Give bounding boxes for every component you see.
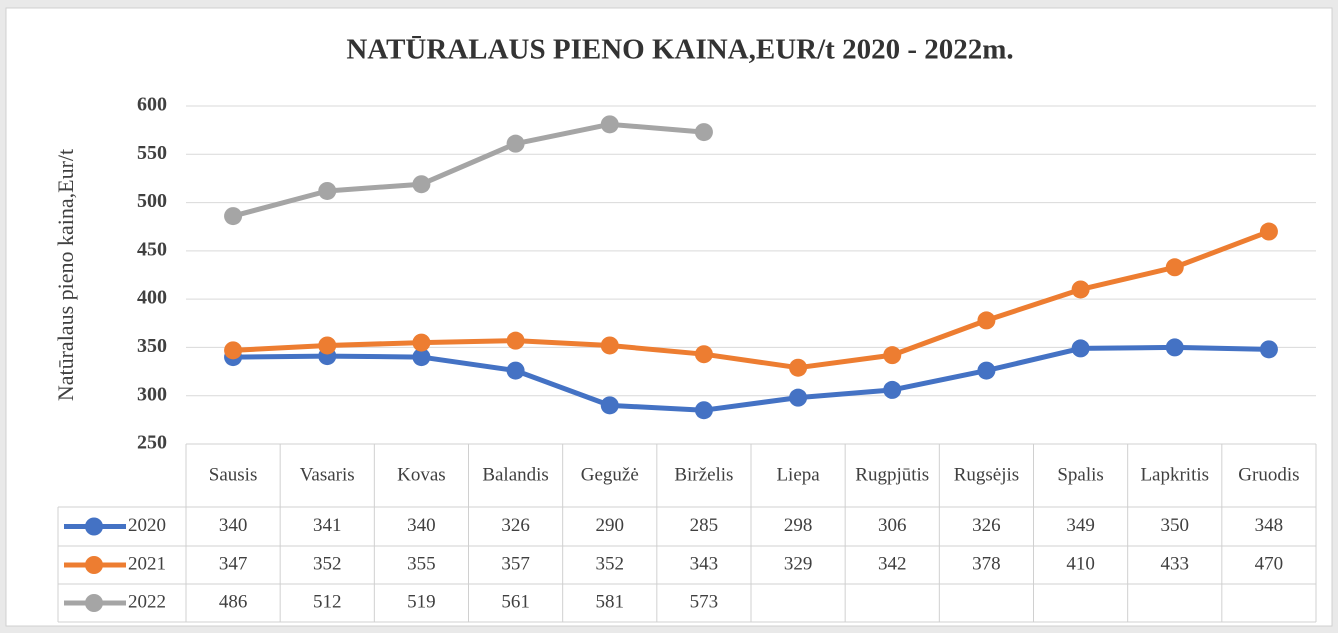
- y-tick-label: 350: [137, 335, 167, 357]
- x-tick-label: Rugsėjis: [954, 464, 1019, 485]
- data-point: [694, 345, 713, 364]
- table-value: 581: [596, 591, 625, 612]
- table-value: 342: [878, 553, 907, 574]
- x-tick-label: Rugpjūtis: [855, 464, 929, 485]
- x-tick-label: Spalis: [1057, 464, 1103, 485]
- y-tick-label: 600: [137, 94, 167, 116]
- x-tick-label: Gruodis: [1238, 464, 1299, 485]
- table-value: 326: [972, 515, 1001, 536]
- data-point: [506, 134, 525, 153]
- series-line: [232, 229, 1270, 371]
- table-value: 573: [690, 591, 719, 612]
- x-tick-label: Gegužė: [581, 464, 639, 485]
- data-point: [318, 336, 337, 355]
- data-point: [600, 115, 619, 134]
- table-value: 352: [596, 553, 625, 574]
- table-value: 298: [784, 515, 813, 536]
- x-tick-label: Balandis: [482, 464, 549, 485]
- table-value: 350: [1161, 515, 1190, 536]
- data-point: [318, 181, 337, 200]
- table-value: 290: [596, 515, 625, 536]
- table-value: 410: [1066, 553, 1095, 574]
- table-value: 348: [1255, 515, 1284, 536]
- data-point: [224, 207, 243, 226]
- series-line: [232, 121, 705, 219]
- x-tick-label: Birželis: [674, 464, 733, 485]
- legend-label: 2021: [128, 553, 166, 574]
- series-line: [233, 344, 1269, 413]
- x-tick-label: Kovas: [397, 464, 446, 485]
- table-value: 326: [501, 515, 530, 536]
- table-value: 349: [1066, 515, 1095, 536]
- data-point: [977, 361, 996, 380]
- data-point: [789, 358, 808, 377]
- data-point: [1165, 258, 1184, 277]
- x-tick-label: Sausis: [209, 464, 258, 485]
- table-value: 519: [407, 591, 436, 612]
- x-tick-label: Vasaris: [300, 464, 355, 485]
- data-point: [1071, 280, 1090, 299]
- y-tick-label: 300: [137, 383, 167, 405]
- table-value: 486: [219, 591, 248, 612]
- table-value: 561: [501, 591, 530, 612]
- legend-marker: [85, 517, 103, 536]
- y-tick-label: 400: [137, 287, 167, 309]
- table-value: 512: [313, 591, 342, 612]
- y-tick-label: 500: [137, 190, 167, 212]
- data-point: [1071, 339, 1090, 358]
- table-value: 433: [1161, 553, 1190, 574]
- legend-label: 2022: [128, 591, 166, 612]
- y-tick-label: 550: [137, 142, 167, 164]
- table-value: 340: [219, 515, 248, 536]
- data-point: [1259, 222, 1278, 241]
- chart-title: NATŪRALAUS PIENO KAINA,EUR/t 2020 - 2022…: [346, 34, 1013, 66]
- chart-panel: [5, 7, 1333, 627]
- data-point: [694, 123, 713, 142]
- table-value: 340: [407, 515, 436, 536]
- table-value: 341: [313, 515, 342, 536]
- data-point: [224, 341, 243, 360]
- y-tick-label: 250: [137, 432, 167, 454]
- data-point: [694, 401, 713, 420]
- table-value: 357: [501, 553, 530, 574]
- table-value: 343: [690, 553, 719, 574]
- data-point: [1259, 340, 1278, 359]
- data-point: [412, 333, 431, 352]
- legend-marker: [85, 594, 103, 612]
- data-point: [977, 311, 996, 330]
- legend-marker: [85, 556, 103, 574]
- x-tick-label: Lapkritis: [1140, 464, 1209, 485]
- x-tick-label: Liepa: [776, 464, 820, 485]
- table-value: 347: [219, 553, 248, 574]
- data-point: [412, 348, 431, 367]
- table-value: 306: [878, 515, 907, 536]
- y-axis-label: Natūralaus pieno kaina,Eur/t: [53, 149, 78, 401]
- legend-label: 2020: [128, 515, 166, 536]
- data-point: [883, 380, 902, 399]
- table-value: 470: [1255, 553, 1284, 574]
- data-point: [789, 388, 808, 407]
- data-point: [506, 361, 525, 380]
- data-point: [883, 346, 902, 365]
- data-point: [412, 175, 431, 194]
- data-point: [1165, 338, 1184, 357]
- table-value: 329: [784, 553, 813, 574]
- table-value: 285: [690, 515, 719, 536]
- data-point: [506, 331, 525, 350]
- data-point: [600, 396, 619, 415]
- table-value: 355: [407, 553, 436, 574]
- y-tick-label: 450: [137, 238, 167, 260]
- table-value: 352: [313, 553, 342, 574]
- table-value: 378: [972, 553, 1001, 574]
- data-point: [600, 336, 619, 355]
